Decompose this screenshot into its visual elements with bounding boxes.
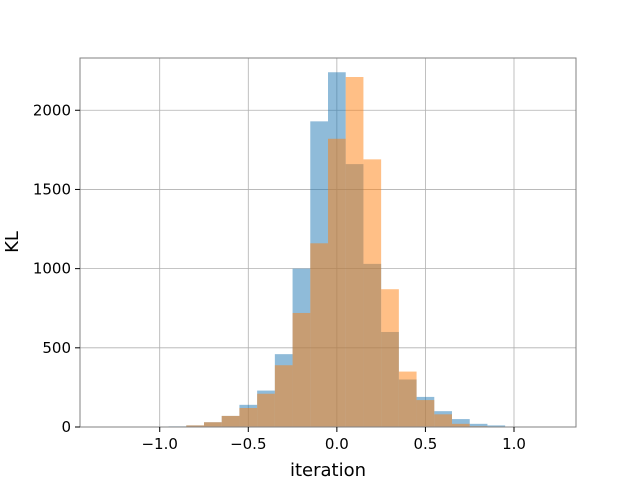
histogram-bar (328, 138, 346, 427)
y-tick-label: 1000 (33, 260, 71, 278)
plot-frame (79, 57, 577, 428)
y-tick-label: 0 (61, 418, 71, 436)
y-axis-label: KL (2, 231, 23, 253)
histogram-bar (434, 414, 452, 427)
histogram-bar (452, 423, 470, 427)
y-tick-label: 2000 (33, 101, 71, 119)
x-tick-label: −1.0 (141, 435, 177, 453)
histogram-bars (97, 72, 559, 428)
axis-ticks: −1.0 −0.5 0.0 0.5 1.0 0 500 1000 1500 2000 (33, 101, 526, 453)
histogram-bar (363, 159, 382, 428)
x-tick-label: −0.5 (230, 435, 266, 453)
histogram-bar (186, 425, 204, 427)
histogram-bar (345, 77, 364, 427)
x-tick-label: 0.5 (413, 435, 437, 453)
x-tick-label: 0.0 (325, 435, 349, 453)
histogram-bar (310, 243, 328, 427)
histogram-bar (204, 422, 222, 427)
y-tick-label: 1500 (33, 180, 71, 198)
histogram-bar (221, 415, 240, 427)
histogram-bar (416, 400, 435, 427)
histogram-bar (452, 419, 470, 427)
histogram-bar (398, 371, 417, 427)
histogram-bar (292, 312, 311, 427)
x-tick-label: 1.0 (502, 435, 526, 453)
histogram-bar (469, 423, 488, 427)
histogram-bar (274, 365, 293, 427)
y-tick-label: 500 (42, 339, 71, 357)
histogram-bar (239, 407, 258, 427)
histogram-bar (487, 425, 506, 427)
histogram-bar (257, 393, 275, 427)
histogram-bar (381, 289, 399, 427)
series-2 (168, 77, 506, 428)
x-axis-label: iteration (290, 460, 366, 480)
